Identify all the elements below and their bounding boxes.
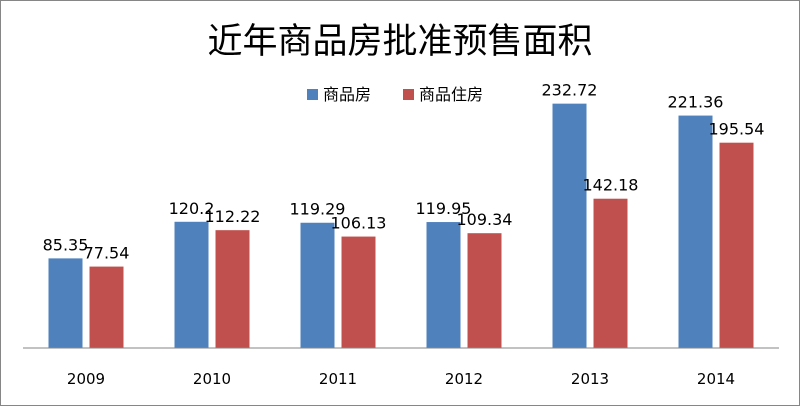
bar-2013-series-2	[593, 198, 628, 348]
data-label-2012-series-2: 109.34	[457, 210, 513, 229]
legend: 商品房 商品住房	[307, 85, 483, 104]
bar-2013-series-1	[552, 103, 587, 348]
data-label-2009-series-1: 85.35	[43, 235, 89, 254]
bar-2014-series-1	[678, 115, 713, 349]
data-label-2009-series-2: 77.54	[84, 244, 130, 263]
data-label-2011-series-2: 106.13	[331, 214, 387, 233]
legend-label-series-2: 商品住房	[419, 85, 483, 104]
data-label-2012-series-1: 119.95	[416, 199, 472, 218]
bar-2012-series-2	[467, 233, 502, 348]
bar-2011-series-2	[341, 236, 376, 348]
legend-swatch-series-2	[403, 89, 414, 100]
x-tick-label-2014: 2014	[697, 370, 735, 388]
data-label-2014-series-2: 195.54	[709, 120, 765, 139]
legend-swatch-series-1	[307, 89, 318, 100]
data-label-2013-series-2: 142.18	[583, 176, 639, 195]
x-tick-label-2011: 2011	[319, 370, 357, 388]
x-tick-labels: 2009 2010 2011 2012 2013 2014	[67, 370, 735, 388]
data-label-2011-series-1: 119.29	[290, 200, 346, 219]
bar-2012-series-1	[426, 222, 461, 348]
x-tick-label-2010: 2010	[193, 370, 231, 388]
x-tick-label-2012: 2012	[445, 370, 483, 388]
data-label-2010-series-2: 112.22	[205, 207, 261, 226]
bar-2010-series-1	[174, 221, 209, 348]
data-label-2014-series-1: 221.36	[668, 93, 724, 112]
bars-layer	[48, 103, 754, 349]
bar-2009-series-2	[89, 266, 124, 348]
chart-title: 近年商品房批准预售面积	[207, 22, 592, 62]
data-label-2010-series-1: 120.2	[169, 199, 215, 218]
bar-2010-series-2	[215, 230, 250, 348]
data-label-2013-series-1: 232.72	[542, 81, 598, 100]
bar-2014-series-2	[719, 142, 754, 348]
bar-2011-series-1	[300, 222, 335, 348]
x-tick-label-2009: 2009	[67, 370, 105, 388]
legend-label-series-1: 商品房	[323, 85, 371, 104]
x-tick-label-2013: 2013	[571, 370, 609, 388]
bar-2009-series-1	[48, 258, 83, 348]
